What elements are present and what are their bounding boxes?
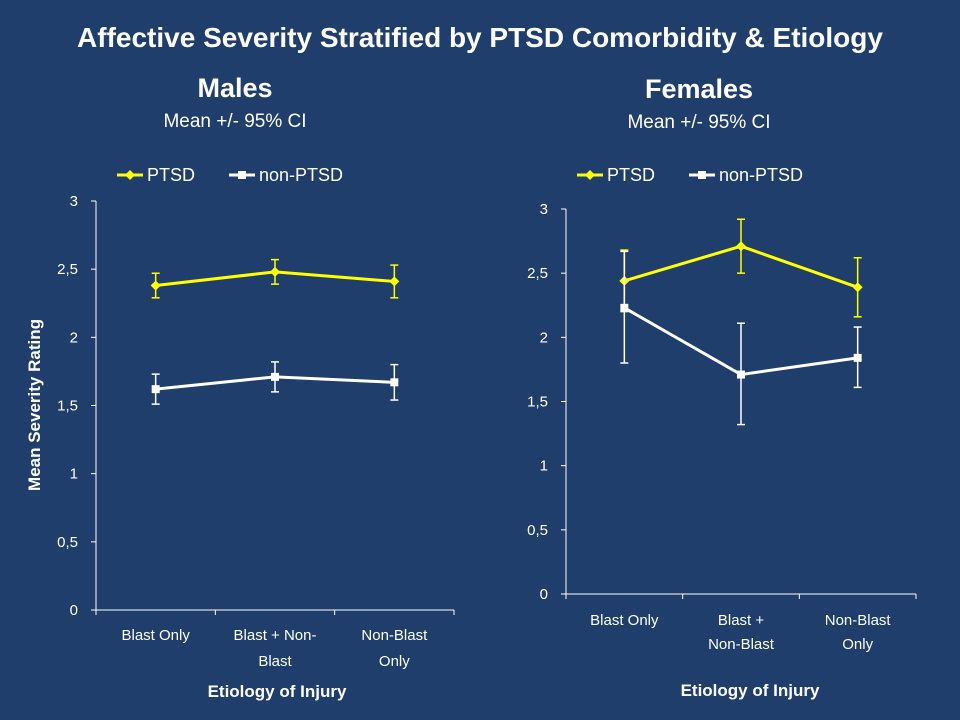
y-tick-label: 1 [540,458,548,475]
x-axis-title: Etiology of Injury [681,681,820,700]
y-tick-label: 2 [540,329,548,346]
data-point-square [853,353,862,362]
x-tick-label: Non-Blast [361,627,428,644]
y-tick-label: 1 [70,466,78,483]
legend-label: non-PTSD [259,165,343,185]
x-tick-label: Non-Blast [825,612,892,629]
series-non-ptsd [620,250,862,426]
y-tick-label: 2,5 [527,265,548,282]
x-tick-label: Blast + [718,612,765,629]
legend-label: PTSD [607,165,655,185]
y-tick-label: 0,5 [527,522,548,539]
x-tick-label: Only [842,636,873,653]
y-axis-title: Mean Severity Rating [25,319,44,491]
data-point-square [620,303,629,312]
data-point-diamond [270,266,280,277]
legend-square-marker [238,171,246,179]
panel-title: Females [645,74,753,104]
x-axis-title: Etiology of Injury [208,682,347,701]
y-tick-label: 2 [70,329,78,346]
data-point-square [271,372,279,381]
data-point-square [390,378,399,387]
y-tick-label: 3 [70,193,78,210]
panel-subtitle: Mean +/- 95% CI [627,112,770,133]
legend-diamond-marker [125,170,135,180]
chart-panel-1: Males Mean +/- 95% CI PTSD non-PTSD 0 0,5 1 1,5… [25,73,455,701]
x-tick-label: Blast + Non- [234,627,317,644]
data-point-diamond [852,282,863,293]
y-tick-label: 3 [540,201,548,218]
series-ptsd [150,258,400,299]
y-tick-label: 0,5 [57,534,78,551]
legend-item: non-PTSD [689,165,803,185]
data-point-diamond [150,280,161,291]
x-tick-label: Only [379,653,410,670]
chart-panel-2: Females Mean +/- 95% CI PTSD non-PTSD 0 0,5 1 1… [527,74,917,700]
x-tick-label: Non-Blast [708,636,775,653]
y-tick-label: 0 [540,586,548,603]
x-tick-label: Blast Only [121,627,190,644]
x-tick-label: Blast [258,653,292,670]
data-point-diamond [389,276,400,287]
series-ptsd [619,218,863,318]
legend-diamond-marker [585,170,595,180]
legend-label: non-PTSD [719,165,803,185]
legend-square-marker [698,171,706,179]
y-tick-label: 0 [70,602,78,619]
data-point-square [151,385,160,394]
y-tick-label: 1,5 [527,394,548,411]
data-point-square [737,370,745,379]
panel-subtitle: Mean +/- 95% CI [163,111,306,132]
y-tick-label: 1,5 [57,398,78,415]
y-tick-label: 2,5 [57,261,78,278]
legend-item: non-PTSD [229,165,343,185]
panel-title: Males [197,73,272,103]
x-tick-label: Blast Only [590,612,659,629]
legend-label: PTSD [147,165,195,185]
slide-title: Affective Severity Stratified by PTSD Co… [77,22,883,53]
legend-item: PTSD [117,165,195,185]
series-non-ptsd [151,361,399,405]
data-point-diamond [736,241,746,252]
legend-item: PTSD [577,165,655,185]
